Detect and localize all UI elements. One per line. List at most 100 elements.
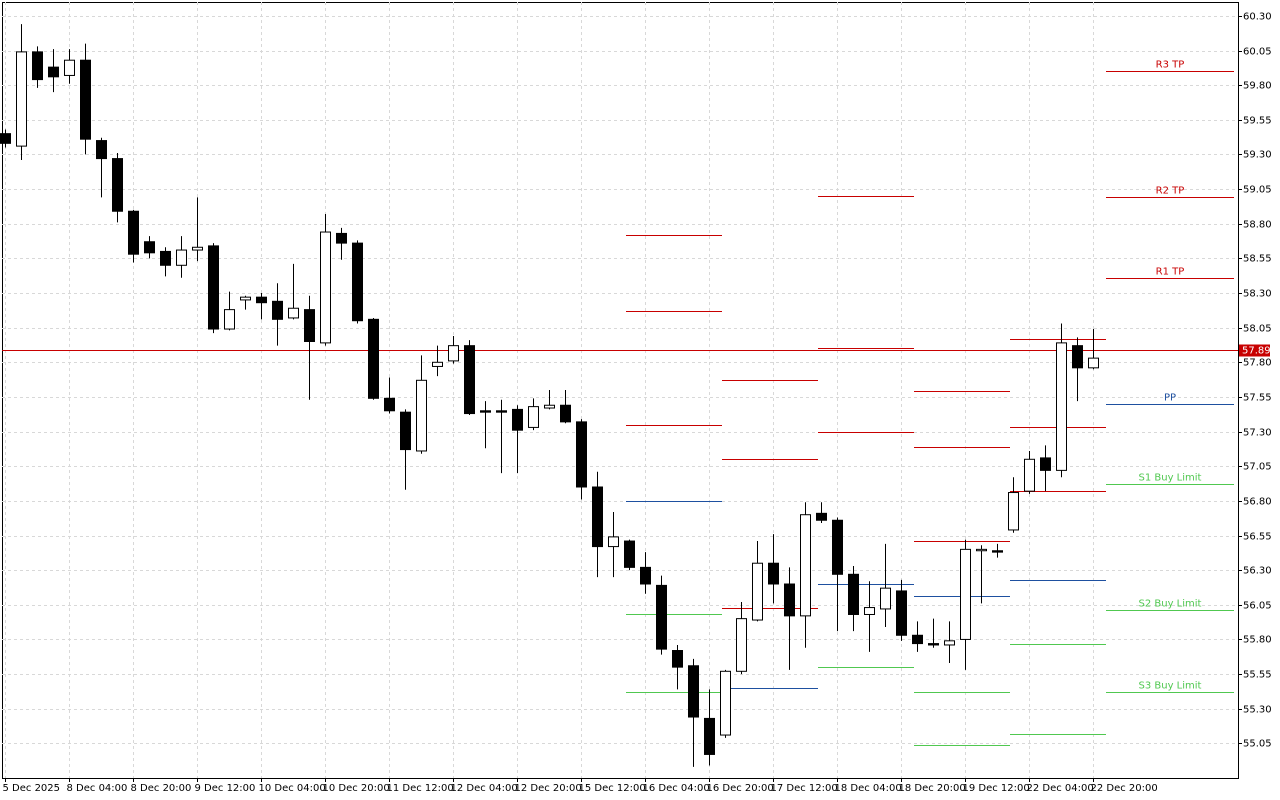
x-tick-label: 17 Dec 12:00 (771, 783, 838, 794)
y-tick-label: 56.30 (1243, 566, 1272, 577)
candle-body (688, 665, 699, 718)
candle-body (960, 548, 971, 640)
candle-body (864, 607, 875, 615)
candle-body (480, 410, 491, 413)
candle-body (928, 643, 939, 646)
y-tick-label: 59.05 (1243, 185, 1272, 196)
candle-body (736, 618, 747, 672)
y-tick-label: 60.30 (1243, 12, 1272, 23)
candle-body (80, 59, 91, 140)
candle-body (320, 231, 331, 344)
y-tick-label: 60.05 (1243, 47, 1272, 58)
candle-body (176, 249, 187, 266)
candle-body (224, 309, 235, 330)
candle-body (48, 66, 59, 78)
candle-body (112, 158, 123, 212)
candle-body (880, 587, 891, 610)
pivot-label: PP (1164, 393, 1176, 404)
candle-body (1072, 345, 1083, 369)
bid-label-box (1239, 344, 1270, 357)
x-tick-label: 18 Dec 20:00 (899, 783, 966, 794)
candle-body (400, 411, 411, 451)
y-tick-label: 59.80 (1243, 81, 1272, 92)
x-tick-label: 8 Dec 04:00 (67, 783, 128, 794)
candle-body (704, 717, 715, 755)
x-tick-label: 10 Dec 04:00 (259, 783, 326, 794)
candle-body (496, 410, 507, 413)
candle-body (912, 634, 923, 645)
pivot-label: S2 Buy Limit (1139, 599, 1202, 610)
y-tick-label: 59.55 (1243, 116, 1272, 127)
candle-body (272, 300, 283, 320)
candle-body (192, 246, 203, 251)
y-tick-label: 57.80 (1243, 358, 1272, 369)
candle-body (848, 573, 859, 615)
x-tick-label: 11 Dec 12:00 (387, 783, 454, 794)
candle-body (1040, 457, 1051, 471)
candle-body (1056, 342, 1067, 471)
y-tick-label: 58.80 (1243, 220, 1272, 231)
candle-body (208, 245, 219, 330)
candle-body (416, 379, 427, 452)
candle-body (752, 562, 763, 621)
x-tick-label: 16 Dec 20:00 (707, 783, 774, 794)
pivot-label: R3 TP (1156, 60, 1185, 71)
candle-body (256, 296, 267, 304)
x-tick-label: 9 Dec 12:00 (195, 783, 256, 794)
candle-body (240, 296, 251, 301)
candle-body (576, 421, 587, 488)
y-tick-label: 57.55 (1243, 393, 1272, 404)
y-tick-label: 55.30 (1243, 705, 1272, 716)
pivot-label: R2 TP (1156, 186, 1185, 197)
x-tick-label: 5 Dec 2025 (3, 783, 61, 794)
candle-body (1008, 492, 1019, 531)
candle-body (672, 650, 683, 668)
candle-body (448, 345, 459, 362)
y-tick-label: 55.80 (1243, 635, 1272, 646)
candle-body (656, 584, 667, 650)
candle-body (368, 318, 379, 399)
candle-body (384, 397, 395, 412)
candle-body (304, 309, 315, 342)
y-tick-label: 56.05 (1243, 601, 1272, 612)
x-tick-label: 19 Dec 12:00 (963, 783, 1030, 794)
y-tick-label: 55.05 (1243, 739, 1272, 750)
y-tick-label: 59.30 (1243, 150, 1272, 161)
candle-body (144, 241, 155, 254)
candle-body (944, 640, 955, 646)
candle-body (512, 408, 523, 431)
plot-frame (2, 2, 1239, 779)
x-tick-label: 18 Dec 04:00 (835, 783, 902, 794)
candle-body (432, 361, 443, 367)
candle-body (352, 242, 363, 322)
candle-body (624, 540, 635, 568)
pivot-label: S1 Buy Limit (1139, 473, 1202, 484)
candle-body (560, 404, 571, 423)
pivot-label: R1 TP (1156, 267, 1185, 278)
pivot-label: S3 Buy Limit (1139, 681, 1202, 692)
candle-body (16, 51, 27, 147)
candle-body (784, 583, 795, 617)
y-tick-label: 58.30 (1243, 289, 1272, 300)
y-tick-label: 58.55 (1243, 254, 1272, 265)
x-tick-label: 22 Dec 20:00 (1091, 783, 1158, 794)
candle-body (592, 486, 603, 548)
bid-label: 57.89 (1242, 346, 1271, 357)
candle-body (336, 232, 347, 244)
candle-body (720, 670, 731, 736)
x-tick-label: 22 Dec 04:00 (1027, 783, 1094, 794)
x-tick-label: 12 Dec 20:00 (515, 783, 582, 794)
candle-body (832, 519, 843, 575)
x-tick-label: 10 Dec 20:00 (323, 783, 390, 794)
x-tick-label: 12 Dec 04:00 (451, 783, 518, 794)
candle-body (976, 548, 987, 552)
candle-body (640, 566, 651, 585)
candle-body (816, 512, 827, 521)
candle-body (0, 133, 11, 144)
candle-body (288, 307, 299, 319)
y-tick-label: 55.55 (1243, 670, 1272, 681)
y-tick-label: 57.30 (1243, 428, 1272, 439)
candle-body (1024, 458, 1035, 492)
